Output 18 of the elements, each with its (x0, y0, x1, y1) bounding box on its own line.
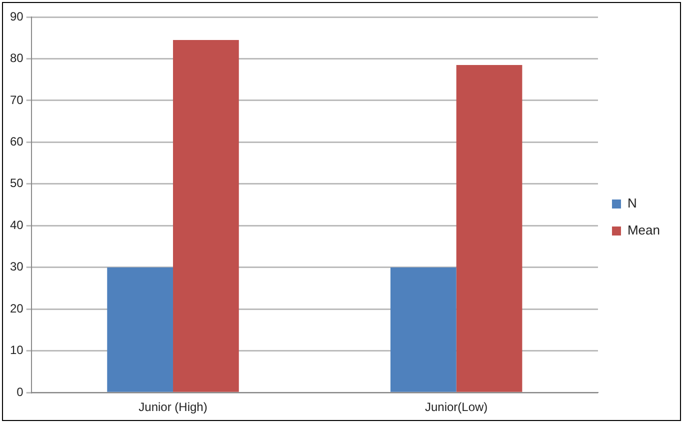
y-tick-label: 10 (10, 343, 24, 358)
y-tick-label: 20 (10, 301, 24, 316)
bar (456, 64, 522, 392)
bar (107, 267, 174, 392)
y-tick-label: 90 (10, 9, 24, 24)
x-tick-label: Junior(Low) (424, 400, 488, 414)
legend-label: N (627, 196, 637, 211)
bar (390, 267, 456, 392)
x-tick-label: Junior (High) (138, 400, 208, 414)
y-tick-label: 50 (10, 176, 24, 190)
y-tick-label: 70 (10, 92, 24, 107)
y-tick-label: 30 (10, 260, 24, 274)
y-tick-label: 0 (16, 384, 24, 399)
bar (173, 40, 239, 392)
legend-label: Mean (627, 222, 660, 238)
y-tick-label: 40 (10, 218, 24, 232)
y-tick-label: 60 (10, 134, 24, 149)
y-tick-label: 80 (10, 51, 24, 66)
